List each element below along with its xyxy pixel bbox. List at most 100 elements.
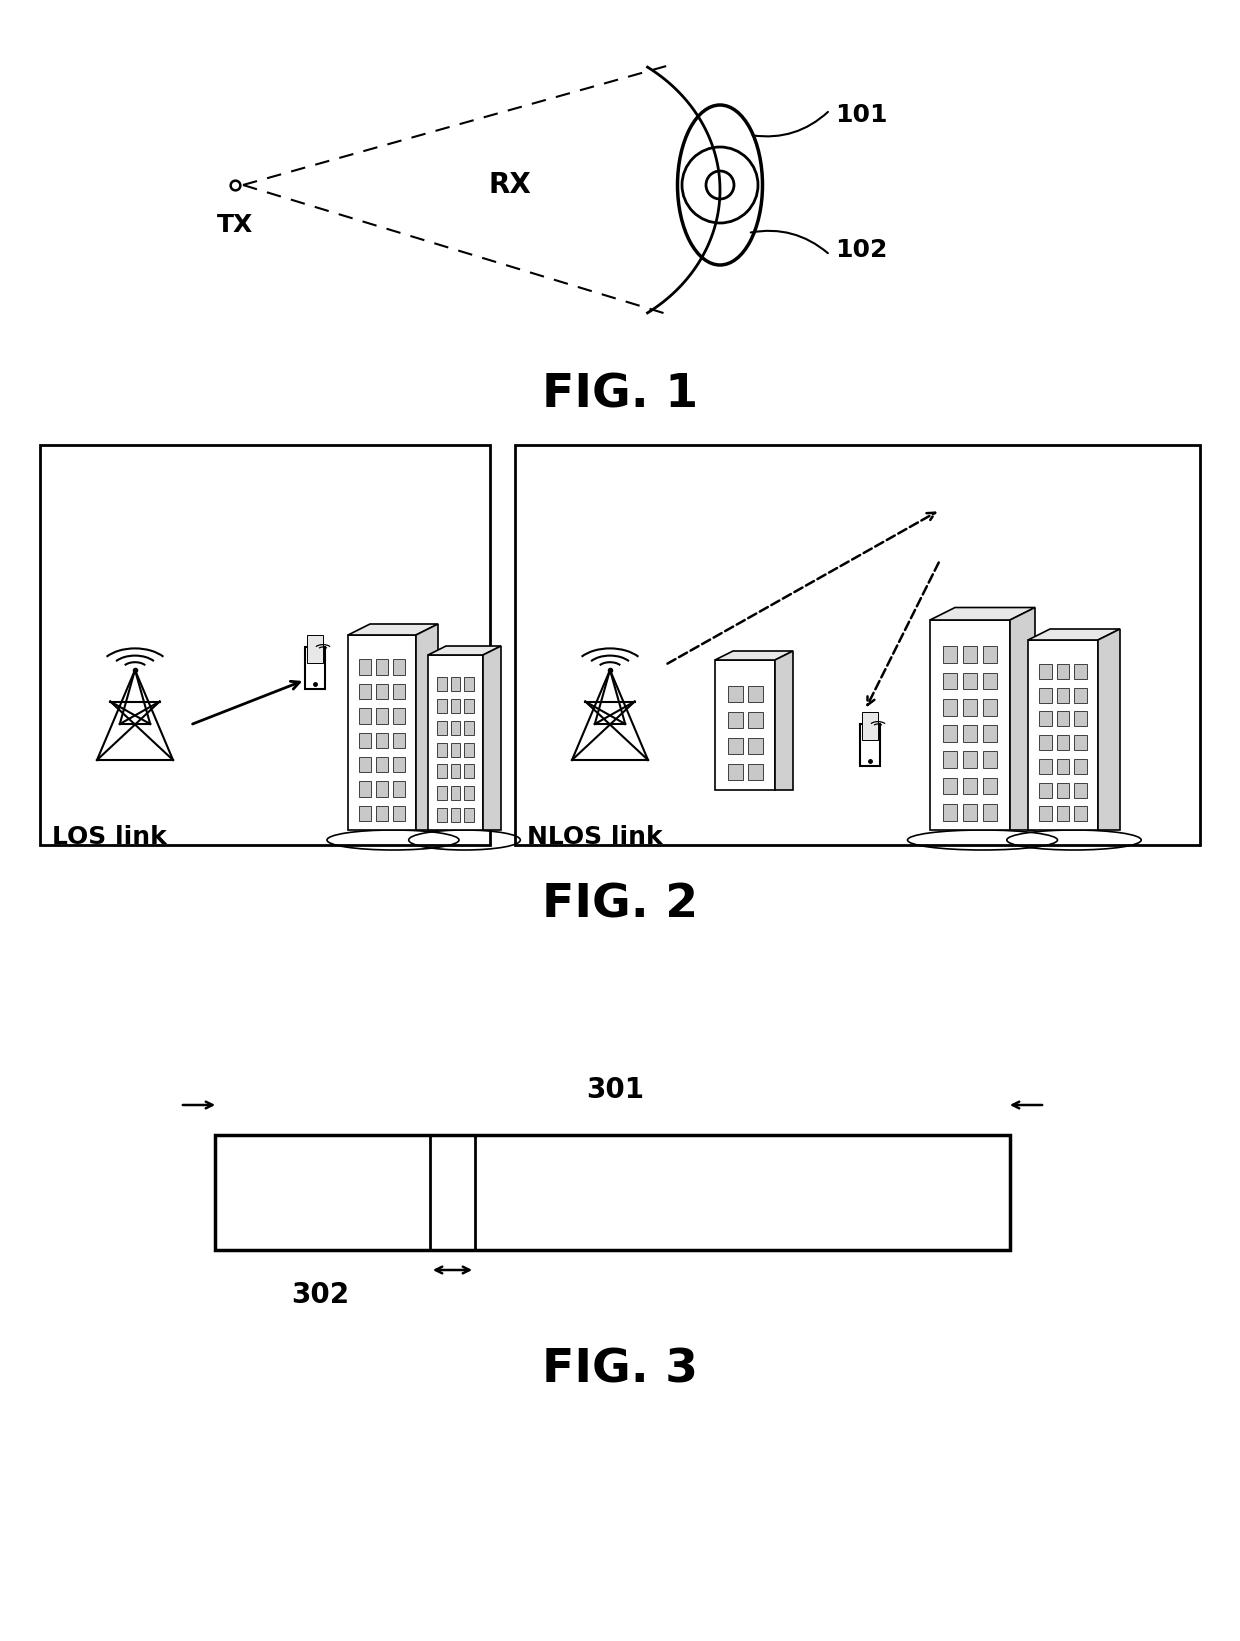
Bar — [1074, 758, 1086, 775]
Bar — [728, 712, 743, 727]
Bar — [305, 647, 325, 689]
Polygon shape — [1011, 607, 1035, 830]
Polygon shape — [348, 624, 438, 635]
Bar — [983, 673, 997, 689]
Bar — [358, 806, 371, 820]
Bar — [1039, 663, 1052, 679]
Bar — [348, 635, 415, 830]
Bar — [1074, 806, 1086, 822]
Bar — [1039, 806, 1052, 822]
Bar — [376, 757, 388, 773]
Bar — [358, 684, 371, 699]
Text: 302: 302 — [291, 1282, 350, 1310]
Polygon shape — [930, 607, 1035, 620]
Bar — [436, 786, 446, 801]
Bar — [450, 676, 460, 691]
Bar — [464, 699, 474, 712]
Bar — [862, 712, 878, 740]
Bar — [1056, 711, 1069, 727]
Bar — [1074, 688, 1086, 702]
Bar — [376, 660, 388, 674]
Bar — [983, 699, 997, 715]
Text: 102: 102 — [835, 238, 888, 263]
Bar — [962, 804, 977, 820]
Bar — [983, 778, 997, 794]
Text: RX: RX — [489, 171, 532, 199]
Bar — [450, 720, 460, 735]
Bar — [1039, 735, 1052, 750]
Bar — [358, 757, 371, 773]
Bar — [1056, 783, 1069, 798]
Text: LOS link: LOS link — [52, 825, 166, 848]
Bar — [215, 1136, 1011, 1250]
Bar — [962, 647, 977, 663]
Bar — [983, 752, 997, 768]
Bar — [942, 699, 957, 715]
Bar — [436, 699, 446, 712]
Polygon shape — [715, 651, 794, 660]
Bar — [962, 778, 977, 794]
Bar — [1039, 758, 1052, 775]
Bar — [376, 684, 388, 699]
Bar — [308, 635, 322, 663]
Bar — [464, 676, 474, 691]
Bar — [1074, 711, 1086, 727]
Bar — [376, 781, 388, 798]
Bar — [393, 709, 405, 724]
Bar — [1056, 688, 1069, 702]
Text: 101: 101 — [835, 103, 888, 126]
Bar — [1056, 806, 1069, 822]
Bar — [428, 655, 484, 830]
Bar — [450, 742, 460, 757]
Text: NLOS link: NLOS link — [527, 825, 662, 848]
Bar — [728, 765, 743, 779]
Bar — [748, 686, 763, 702]
Bar — [1056, 758, 1069, 775]
Bar — [376, 806, 388, 820]
Bar — [942, 725, 957, 742]
Bar — [942, 673, 957, 689]
Bar — [1056, 663, 1069, 679]
Bar — [450, 699, 460, 712]
Bar — [450, 807, 460, 822]
Bar — [728, 686, 743, 702]
Bar — [1039, 783, 1052, 798]
Bar — [464, 786, 474, 801]
Polygon shape — [428, 647, 501, 655]
Bar — [376, 709, 388, 724]
Bar — [748, 765, 763, 779]
Bar — [715, 660, 775, 789]
Bar — [436, 807, 446, 822]
Bar — [1039, 711, 1052, 727]
Bar — [983, 804, 997, 820]
Bar — [930, 620, 1011, 830]
Bar — [436, 720, 446, 735]
Bar — [962, 752, 977, 768]
Bar — [358, 732, 371, 748]
Bar — [358, 709, 371, 724]
Bar — [942, 778, 957, 794]
Bar — [464, 807, 474, 822]
Bar — [436, 765, 446, 778]
Bar — [942, 647, 957, 663]
Bar — [464, 765, 474, 778]
Text: 301: 301 — [587, 1076, 644, 1104]
Bar — [450, 765, 460, 778]
Bar — [358, 781, 371, 798]
Polygon shape — [415, 624, 438, 830]
Bar — [728, 738, 743, 753]
Polygon shape — [1097, 629, 1120, 830]
Polygon shape — [775, 651, 794, 789]
Text: FIG. 1: FIG. 1 — [542, 373, 698, 417]
Text: FIG. 3: FIG. 3 — [542, 1347, 698, 1393]
Bar — [1028, 640, 1097, 830]
Bar — [748, 712, 763, 727]
Bar — [962, 673, 977, 689]
Text: FIG. 2: FIG. 2 — [542, 883, 698, 927]
Bar — [393, 732, 405, 748]
Polygon shape — [1028, 629, 1120, 640]
Bar — [376, 732, 388, 748]
Bar — [1039, 688, 1052, 702]
Bar — [358, 660, 371, 674]
Bar — [1074, 735, 1086, 750]
